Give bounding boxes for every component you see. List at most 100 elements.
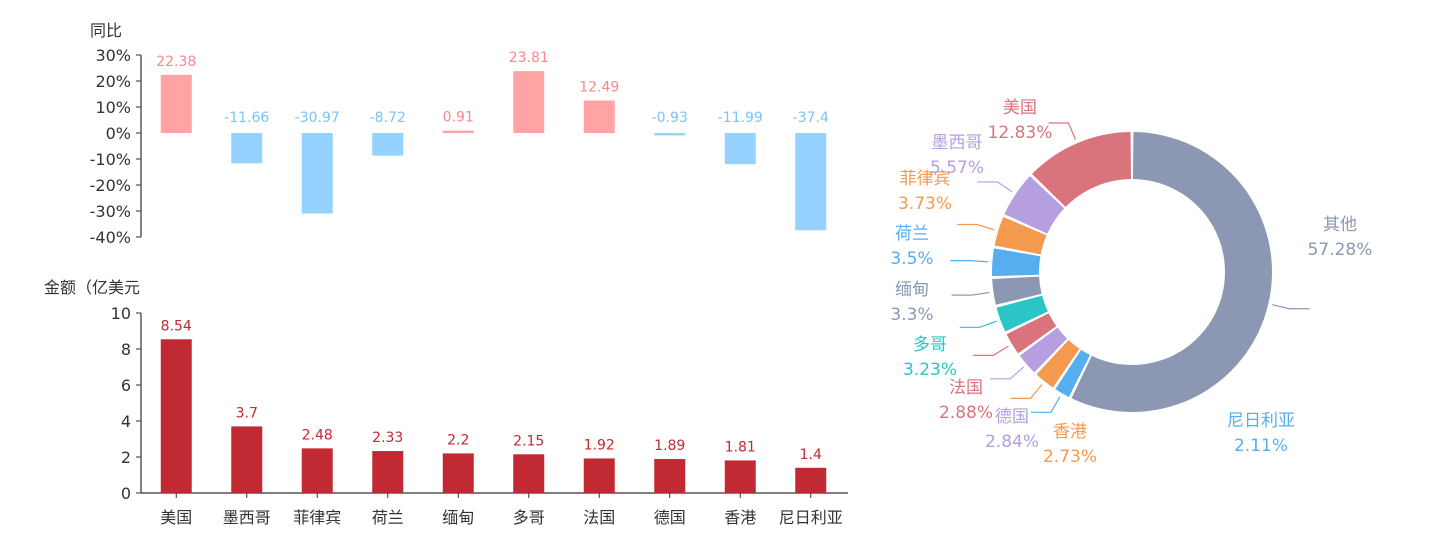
donut-leader-line (1030, 396, 1061, 413)
yoy-y-tick-label: -40% (90, 228, 131, 247)
yoy-bar-chart: 同比 30% 20% 10% 0% -10% -20% -30% -40% 22.38 -11.6… (90, 21, 829, 247)
donut-slice-label: 德国 (995, 407, 1029, 427)
amount-y-tick-label: 6 (121, 376, 131, 395)
amount-value-label: 1.92 (584, 437, 615, 453)
amount-y-tick-label: 4 (121, 412, 131, 431)
category-label: 荷兰 (372, 508, 404, 527)
donut-slice-percent: 12.83% (988, 123, 1053, 143)
yoy-bar (442, 130, 474, 133)
category-label: 德国 (654, 508, 686, 527)
category-label: 缅甸 (442, 508, 474, 527)
yoy-axis-title: 同比 (90, 21, 122, 40)
donut-slice-label: 多哥 (913, 335, 947, 355)
yoy-y-tick-label: 30% (95, 46, 131, 65)
donut-slice (1019, 327, 1068, 373)
donut-slice-label: 菲律宾 (900, 169, 951, 189)
donut-slice-percent: 2.73% (1043, 447, 1097, 467)
category-label: 香港 (724, 508, 756, 527)
amount-value-label: 2.15 (513, 433, 544, 449)
donut-slice (1036, 339, 1080, 388)
amount-y-tick-label: 8 (121, 340, 131, 359)
donut-slice (1031, 132, 1132, 207)
yoy-y-tick-label: 20% (95, 72, 131, 91)
donut-slice (1055, 349, 1091, 397)
category-label: 多哥 (513, 508, 545, 527)
donut-slice (996, 295, 1048, 332)
yoy-bar (301, 133, 333, 214)
amount-bar (724, 460, 756, 493)
amount-y-tick-label: 10 (111, 304, 131, 323)
amount-bar (301, 448, 333, 493)
donut-slice (992, 248, 1041, 277)
donut-slice (992, 276, 1042, 305)
donut-leader-line (957, 223, 995, 231)
donut-leader-line (1048, 122, 1077, 140)
donut-chart: 其他 57.28% 尼日利亚 2.11% 香港 2.73% 德国 2.84% 法国 2.88% 多哥… (890, 98, 1372, 467)
yoy-bar (583, 100, 615, 133)
amount-bar-chart: 金额（亿美元 10 8 6 4 2 0 8.54 美国 3.7 墨西哥 2.48 菲律宾 2.33 荷兰 2… (44, 278, 848, 527)
yoy-value-label: 0.91 (443, 110, 474, 126)
donut-leader-line (1010, 383, 1043, 399)
donut-slice (1004, 176, 1065, 234)
yoy-value-label: 23.81 (509, 50, 549, 66)
donut-slice-label: 缅甸 (895, 280, 929, 300)
yoy-value-label: -30.97 (295, 110, 340, 126)
donut-slice-label: 墨西哥 (932, 133, 983, 153)
yoy-bar (795, 133, 827, 231)
yoy-y-tick-label: 0% (106, 124, 131, 143)
category-label: 法国 (583, 508, 615, 527)
donut-leader-line (990, 366, 1025, 380)
amount-value-label: 3.7 (236, 405, 258, 421)
amount-value-label: 1.81 (725, 439, 756, 455)
donut-slice (994, 216, 1047, 255)
amount-value-label: 2.2 (447, 432, 469, 448)
yoy-y-tick-label: -30% (90, 202, 131, 221)
amount-bar (513, 454, 545, 493)
donut-slice-label: 荷兰 (895, 224, 929, 244)
yoy-value-label: -8.72 (370, 110, 406, 126)
amount-value-label: 2.33 (372, 430, 403, 446)
yoy-value-label: -11.99 (718, 110, 763, 126)
amount-bar (442, 453, 474, 493)
amount-y-tick-label: 2 (121, 448, 131, 467)
donut-slice-percent: 3.73% (898, 194, 952, 214)
category-label: 美国 (160, 508, 192, 527)
amount-bar (231, 426, 263, 493)
amount-bar (372, 451, 404, 493)
amount-bar (795, 467, 827, 493)
yoy-bar (513, 71, 545, 133)
yoy-bar (231, 133, 263, 164)
yoy-value-label: -37.4 (793, 110, 829, 126)
donut-slice-percent: 3.3% (890, 305, 933, 325)
yoy-y-tick-label: -10% (90, 150, 131, 169)
amount-y-tick-label: 0 (121, 484, 131, 503)
category-label: 尼日利亚 (779, 508, 843, 527)
amount-value-label: 8.54 (161, 318, 192, 334)
amount-value-label: 2.48 (302, 427, 333, 443)
donut-leader-line (951, 291, 990, 296)
yoy-bar (372, 133, 404, 156)
donut-slice-percent: 2.11% (1234, 436, 1288, 456)
donut-leader-line (973, 345, 1009, 356)
yoy-value-label: 12.49 (579, 80, 619, 96)
donut-slice-percent: 57.28% (1308, 240, 1373, 260)
amount-bar (654, 458, 686, 493)
yoy-value-label: -0.93 (652, 110, 688, 126)
amount-axis-title: 金额（亿美元 (44, 278, 140, 297)
amount-bar (583, 458, 615, 493)
yoy-bar (160, 74, 192, 133)
yoy-value-label: -11.66 (224, 110, 269, 126)
donut-slice-label: 美国 (1003, 98, 1037, 118)
donut-slice-label: 尼日利亚 (1227, 411, 1295, 431)
donut-slice-percent: 3.23% (903, 360, 957, 380)
donut-slice-percent: 3.5% (890, 249, 933, 269)
yoy-bar (724, 133, 756, 165)
donut-slice (1006, 313, 1057, 354)
donut-slice-percent: 5.57% (930, 158, 984, 178)
donut-slice-label: 其他 (1323, 215, 1357, 235)
donut-leader-line (977, 181, 1013, 193)
donut-leader-line (950, 260, 989, 263)
yoy-bar (654, 133, 686, 136)
